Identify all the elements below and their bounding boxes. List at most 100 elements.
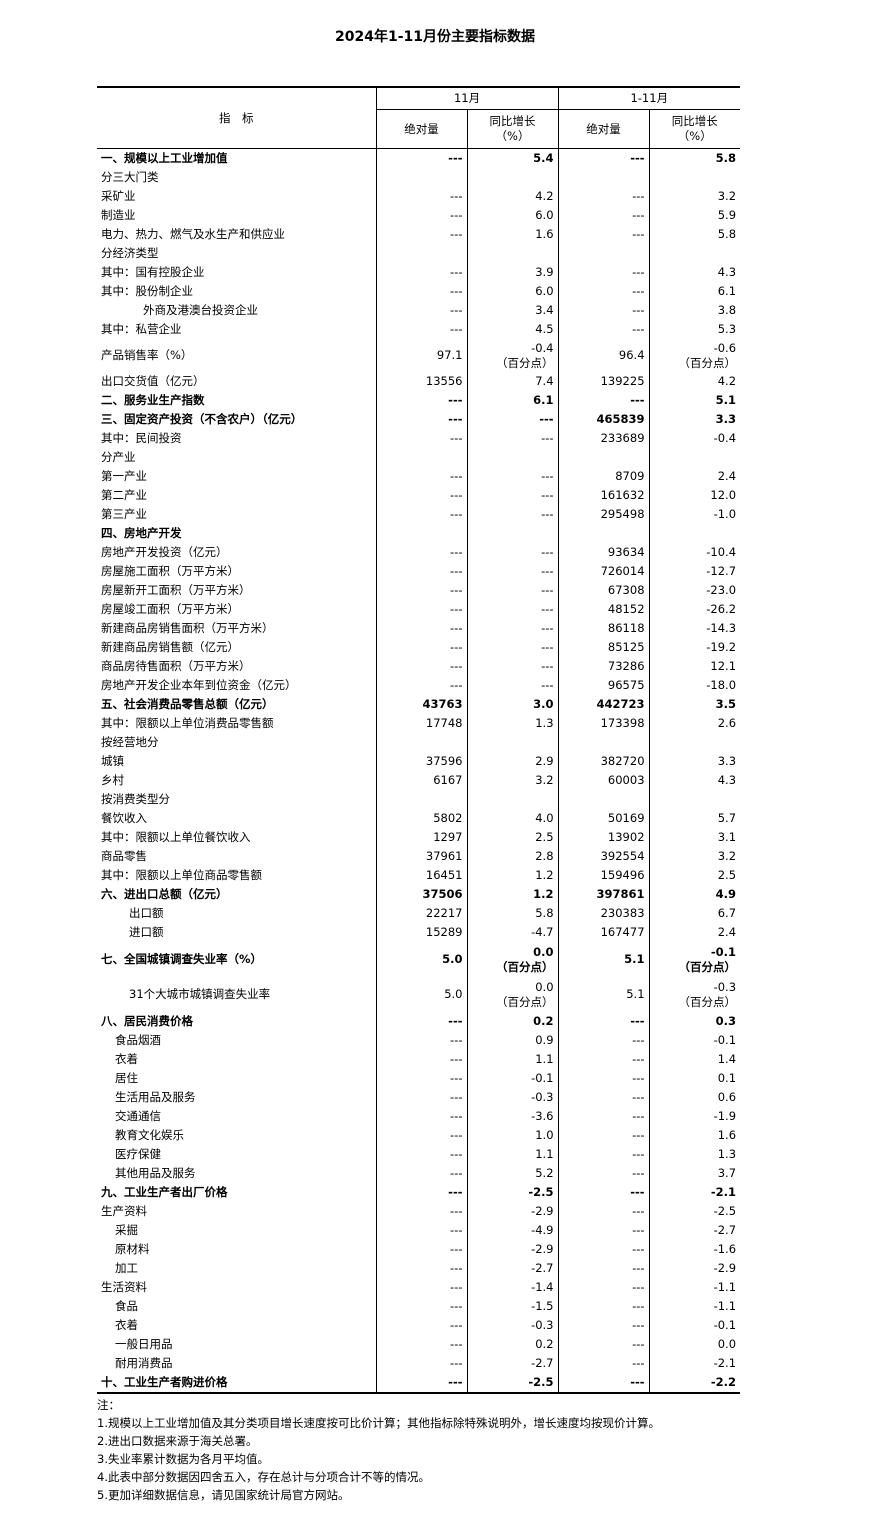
table-row: 耐用消费品 --- -2.7 --- -2.1	[97, 1354, 741, 1373]
table-row: 生产资料 --- -2.9 --- -2.5	[97, 1202, 741, 1221]
row-label: 食品烟酒	[115, 1033, 161, 1047]
nov-yoy-cell: ---	[466, 429, 559, 448]
cum-yoy-cell: 0.0	[648, 1335, 741, 1354]
cum-yoy-cell: 3.7	[648, 1164, 741, 1183]
note-item: 5.更加详细数据信息，请见国家统计局官方网站。	[97, 1488, 350, 1502]
table-row: 房屋施工面积（万平方米） --- --- 726014 -12.7	[97, 562, 741, 581]
cum-yoy-cell: -0.4	[648, 429, 741, 448]
row-label: 九、工业生产者出厂价格	[101, 1185, 228, 1199]
header-yoy-nov: 同比增长 （%）	[466, 109, 559, 149]
nov-absolute-cell: ---	[375, 282, 467, 301]
cum-absolute-cell: 139225	[557, 372, 650, 391]
header-november: 11月	[375, 86, 559, 110]
nov-absolute-cell: ---	[375, 1107, 467, 1126]
row-label: 生产资料	[101, 1204, 147, 1218]
nov-absolute-cell: 43763	[375, 695, 467, 714]
cum-yoy-cell: 12.0	[648, 486, 741, 505]
nov-absolute-cell	[375, 733, 467, 752]
cum-absolute-cell: 392554	[557, 847, 650, 866]
note-item: 3.失业率累计数据为各月平均值。	[97, 1452, 269, 1466]
cum-absolute-cell: 5.1	[557, 942, 650, 977]
nov-yoy-cell: -0.3	[466, 1088, 559, 1107]
row-label: 房屋新开工面积（万平方米）	[101, 583, 251, 597]
nov-absolute-cell: 6167	[375, 771, 467, 790]
cum-absolute-cell: ---	[557, 263, 650, 282]
table-row: 房地产开发企业本年到位资金（亿元） --- --- 96575 -18.0	[97, 676, 741, 695]
cum-absolute-cell: ---	[557, 301, 650, 320]
nov-absolute-cell: 5802	[375, 809, 467, 828]
nov-absolute-cell: ---	[375, 1202, 467, 1221]
nov-yoy-cell: 0.0 （百分点）	[466, 942, 559, 977]
cum-yoy-cell: 5.7	[648, 809, 741, 828]
table-row: 六、进出口总额（亿元） 37506 1.2 397861 4.9	[97, 885, 741, 904]
row-label: 按经营地分	[101, 735, 159, 749]
row-label: 产品销售率（%）	[101, 348, 193, 362]
cum-absolute-cell: ---	[557, 1202, 650, 1221]
table-row: 医疗保健 --- 1.1 --- 1.3	[97, 1145, 741, 1164]
nov-absolute-cell: ---	[375, 1012, 467, 1031]
nov-absolute-cell: ---	[375, 1259, 467, 1278]
table-row: 二、服务业生产指数 --- 6.1 --- 5.1	[97, 391, 741, 410]
nov-absolute-cell: 5.0	[375, 942, 467, 977]
cum-absolute-cell: ---	[557, 1240, 650, 1259]
nov-yoy-cell: -2.9	[466, 1240, 559, 1259]
table-row: 其中：民间投资 --- --- 233689 -0.4	[97, 429, 741, 448]
nov-yoy-cell	[466, 733, 559, 752]
table-row: 进口额 15289 -4.7 167477 2.4	[97, 923, 741, 942]
header-abs-nov: 绝对量	[375, 109, 467, 149]
table-row: 房屋竣工面积（万平方米） --- --- 48152 -26.2	[97, 600, 741, 619]
cum-absolute-cell: ---	[557, 1164, 650, 1183]
cum-absolute-cell: 48152	[557, 600, 650, 619]
cum-absolute-cell: 60003	[557, 771, 650, 790]
cum-yoy-cell: 3.8	[648, 301, 741, 320]
cum-absolute-cell: 726014	[557, 562, 650, 581]
cum-absolute-cell	[557, 790, 650, 809]
nov-yoy-cell	[466, 524, 559, 543]
table-row: 七、全国城镇调查失业率（%） 5.0 0.0 （百分点） 5.1 -0.1 （百分点）	[97, 942, 741, 977]
row-label: 商品零售	[101, 849, 147, 863]
cum-absolute-cell: ---	[557, 1335, 650, 1354]
row-label: 居住	[115, 1071, 138, 1085]
row-label: 七、全国城镇调查失业率（%）	[101, 952, 263, 966]
cum-absolute-cell: ---	[557, 1145, 650, 1164]
nov-absolute-cell: ---	[375, 1316, 467, 1335]
cum-yoy-cell: 12.1	[648, 657, 741, 676]
cum-absolute-cell: ---	[557, 1278, 650, 1297]
cum-absolute-cell: 73286	[557, 657, 650, 676]
row-label: 房地产开发投资（亿元）	[101, 545, 228, 559]
table-row: 其中：私营企业 --- 4.5 --- 5.3	[97, 320, 741, 339]
nov-absolute-cell: ---	[375, 1335, 467, 1354]
nov-yoy-cell	[466, 244, 559, 263]
cum-yoy-cell: -2.9	[648, 1259, 741, 1278]
nov-yoy-cell: 0.2	[466, 1335, 559, 1354]
cum-yoy-cell: -18.0	[648, 676, 741, 695]
table-row: 其中：限额以上单位消费品零售额 17748 1.3 173398 2.6	[97, 714, 741, 733]
cum-absolute-cell: 167477	[557, 923, 650, 942]
row-label: 其中：限额以上单位餐饮收入	[101, 830, 251, 844]
cum-absolute-cell: 161632	[557, 486, 650, 505]
cum-yoy-cell: -2.5	[648, 1202, 741, 1221]
cum-absolute-cell: ---	[557, 1050, 650, 1069]
row-label: 医疗保健	[115, 1147, 161, 1161]
table-row: 按消费类型分	[97, 790, 741, 809]
row-label: 第一产业	[101, 469, 147, 483]
notes-heading: 注：	[97, 1398, 120, 1412]
cum-yoy-cell: 4.9	[648, 885, 741, 904]
nov-absolute-cell: 5.0	[375, 977, 467, 1012]
nov-yoy-cell: ---	[466, 486, 559, 505]
row-label: 生活用品及服务	[115, 1090, 196, 1104]
row-label: 分三大门类	[101, 170, 159, 184]
cum-yoy-cell: -1.1	[648, 1297, 741, 1316]
row-label: 加工	[115, 1261, 138, 1275]
nov-yoy-cell: -0.3	[466, 1316, 559, 1335]
row-label: 食品	[115, 1299, 138, 1313]
nov-absolute-cell: ---	[375, 1297, 467, 1316]
nov-yoy-cell: 3.0	[466, 695, 559, 714]
cum-absolute-cell: ---	[557, 391, 650, 410]
cum-absolute-cell	[557, 168, 650, 187]
nov-yoy-cell: ---	[466, 619, 559, 638]
table-row: 城镇 37596 2.9 382720 3.3	[97, 752, 741, 771]
table-row: 分经济类型	[97, 244, 741, 263]
cum-yoy-cell	[648, 524, 741, 543]
nov-yoy-cell: 5.4	[466, 148, 559, 168]
